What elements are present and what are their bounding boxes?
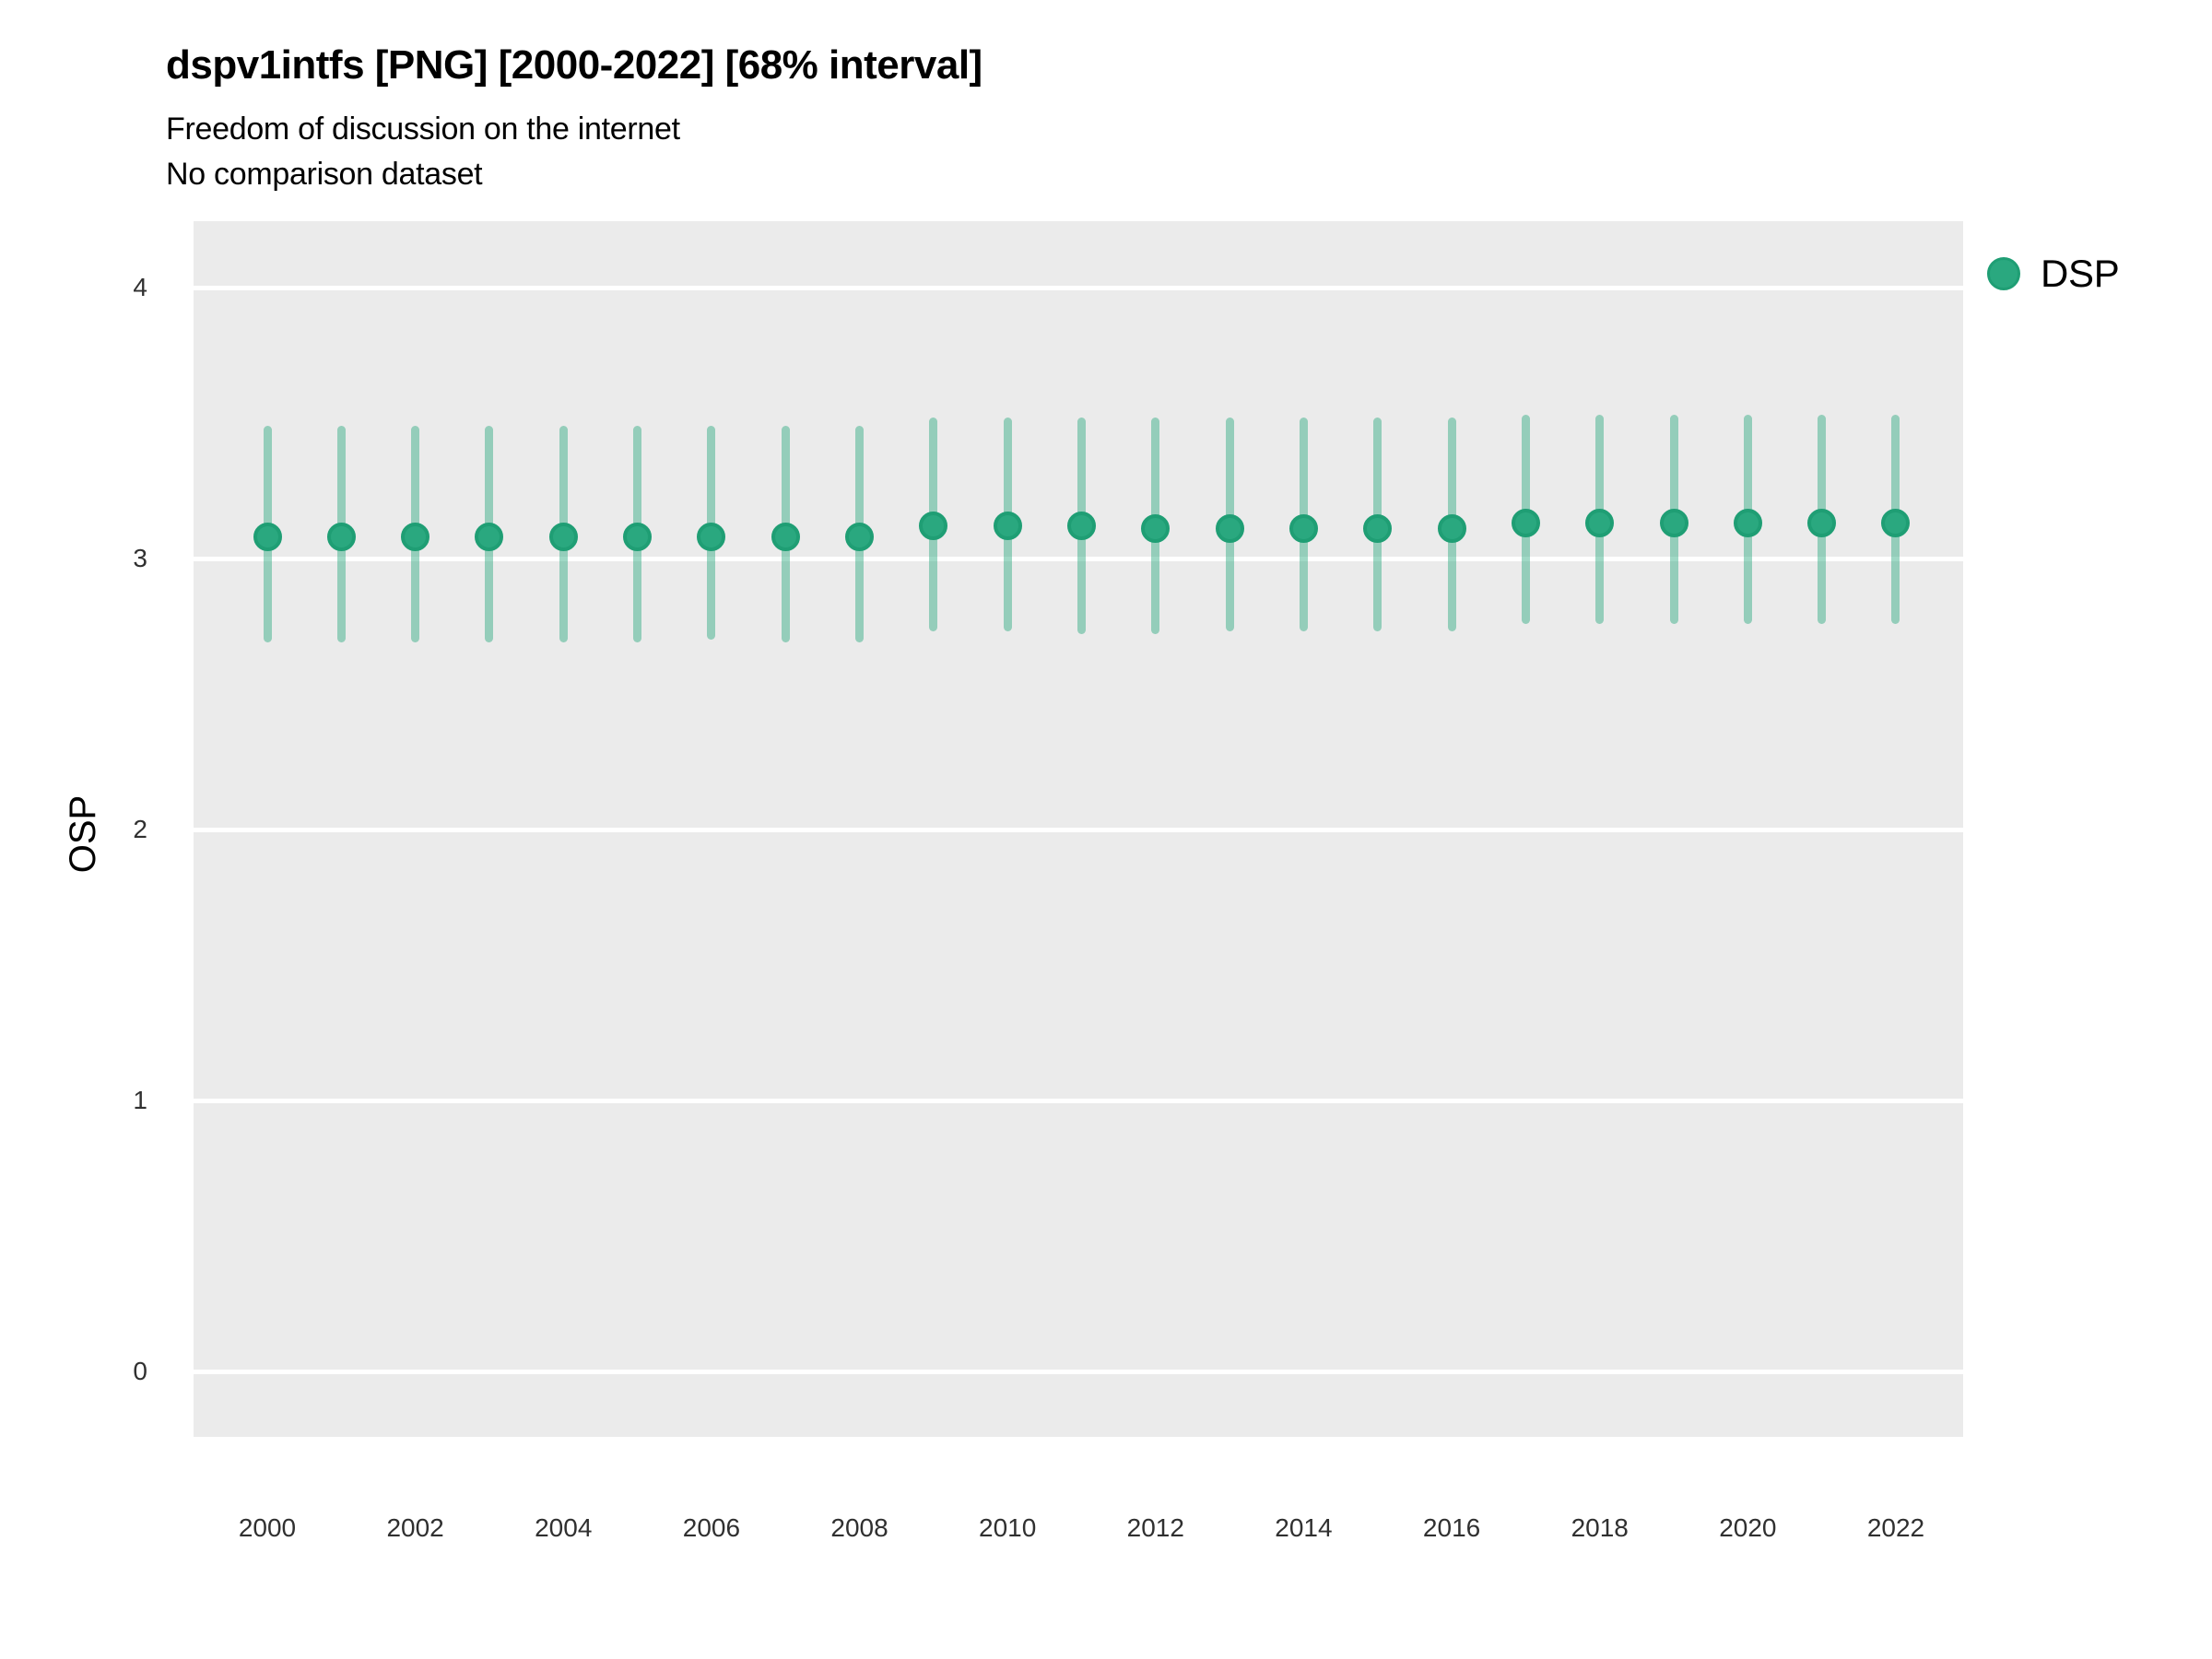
x-tick-label-2020: 2020 bbox=[1719, 1513, 1777, 1542]
data-point-2005 bbox=[623, 522, 653, 551]
data-point-2001 bbox=[326, 522, 356, 551]
x-tick-label-2000: 2000 bbox=[238, 1513, 297, 1542]
data-point-2015 bbox=[1363, 514, 1393, 544]
data-point-2004 bbox=[548, 522, 578, 551]
data-point-2010 bbox=[993, 512, 1022, 541]
chart-comparison-note: No comparison dataset bbox=[166, 157, 483, 192]
x-tick-label-2004: 2004 bbox=[535, 1513, 593, 1542]
data-point-2021 bbox=[1807, 509, 1837, 538]
data-point-2000 bbox=[253, 522, 282, 551]
data-point-2013 bbox=[1215, 514, 1244, 544]
y-tick-label-3: 3 bbox=[133, 544, 147, 572]
data-point-2016 bbox=[1437, 514, 1466, 544]
x-tick-label-2014: 2014 bbox=[1275, 1513, 1333, 1542]
x-tick-label-2002: 2002 bbox=[386, 1513, 444, 1542]
gridline-y-1 bbox=[194, 1098, 1963, 1103]
data-point-2020 bbox=[1733, 509, 1762, 538]
x-tick-label-2018: 2018 bbox=[1571, 1513, 1629, 1542]
data-point-2019 bbox=[1659, 509, 1688, 538]
gridline-y-0 bbox=[194, 1369, 1963, 1374]
data-point-2018 bbox=[1585, 509, 1615, 538]
x-tick-label-2012: 2012 bbox=[1126, 1513, 1184, 1542]
x-tick-label-2006: 2006 bbox=[682, 1513, 741, 1542]
plot-panel bbox=[194, 221, 1963, 1437]
gridline-y-2 bbox=[194, 827, 1963, 832]
data-point-2007 bbox=[771, 522, 800, 551]
data-point-2011 bbox=[1066, 512, 1096, 541]
legend-key-dot-icon bbox=[1987, 257, 2020, 290]
legend: DSP bbox=[1987, 252, 2120, 296]
chart-subtitle: Freedom of discussion on the internet bbox=[166, 112, 680, 147]
data-point-2003 bbox=[475, 522, 504, 551]
y-tick-label-4: 4 bbox=[133, 273, 147, 301]
gridline-y-4 bbox=[194, 285, 1963, 290]
y-tick-label-1: 1 bbox=[133, 1086, 147, 1114]
legend-label: DSP bbox=[2041, 252, 2120, 295]
data-point-2014 bbox=[1288, 514, 1318, 544]
y-tick-label-2: 2 bbox=[133, 815, 147, 843]
data-point-2008 bbox=[845, 522, 875, 551]
chart-title: dspv1intfs [PNG] [2000-2022] [68% interv… bbox=[166, 42, 982, 88]
x-tick-label-2010: 2010 bbox=[979, 1513, 1037, 1542]
data-point-2017 bbox=[1511, 509, 1540, 538]
data-point-2009 bbox=[919, 512, 948, 541]
data-point-2006 bbox=[697, 522, 726, 551]
data-point-2022 bbox=[1881, 509, 1911, 538]
data-point-2012 bbox=[1141, 514, 1171, 544]
data-point-2002 bbox=[401, 522, 430, 551]
x-tick-label-2008: 2008 bbox=[830, 1513, 888, 1542]
x-tick-label-2016: 2016 bbox=[1422, 1513, 1481, 1542]
x-tick-label-2022: 2022 bbox=[1866, 1513, 1925, 1542]
y-tick-label-0: 0 bbox=[133, 1357, 147, 1385]
gridline-y-3 bbox=[194, 556, 1963, 561]
